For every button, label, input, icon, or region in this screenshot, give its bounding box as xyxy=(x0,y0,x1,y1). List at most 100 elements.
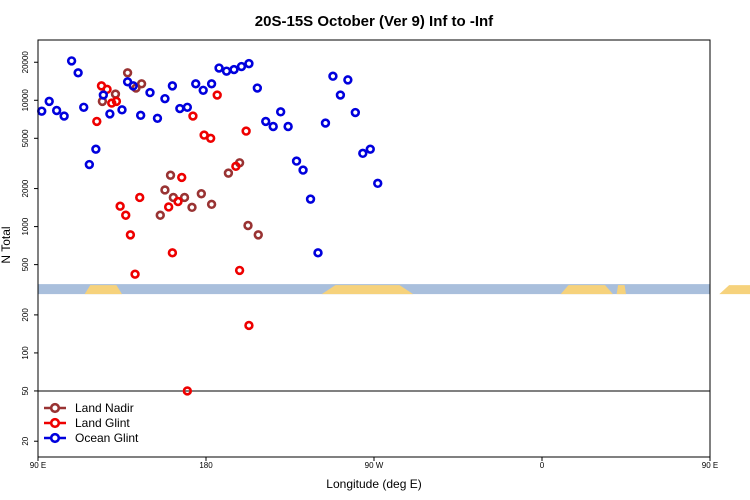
land-segment xyxy=(616,285,626,295)
data-point xyxy=(152,113,163,123)
data-point xyxy=(365,144,375,154)
y-tick-label: 2000 xyxy=(21,179,30,197)
data-points xyxy=(37,56,383,396)
data-point xyxy=(236,61,247,72)
land-segment xyxy=(321,285,414,295)
data-point xyxy=(125,230,136,240)
data-point xyxy=(182,102,193,112)
series-land-nadir xyxy=(97,68,263,240)
x-tick-label: 90 E xyxy=(702,461,718,470)
data-point xyxy=(84,159,95,170)
y-tick-label: 20 xyxy=(21,436,30,445)
data-point xyxy=(373,178,383,189)
land-segment xyxy=(719,285,750,295)
data-point xyxy=(177,172,187,183)
y-tick-label: 10000 xyxy=(21,89,30,112)
y-tick-label: 50 xyxy=(21,386,30,395)
data-point xyxy=(155,210,165,220)
data-point xyxy=(110,89,121,99)
plot-frame xyxy=(37,39,711,458)
data-point xyxy=(105,109,115,119)
data-point xyxy=(135,110,146,121)
data-point xyxy=(145,87,155,98)
data-point xyxy=(283,121,293,132)
data-point xyxy=(115,201,125,211)
land-segment xyxy=(84,285,122,295)
data-point xyxy=(244,58,254,69)
data-point xyxy=(244,320,254,331)
data-point xyxy=(175,103,185,114)
data-point xyxy=(92,116,102,127)
data-point xyxy=(117,105,127,115)
data-point xyxy=(243,220,253,231)
data-point xyxy=(51,105,62,116)
data-point xyxy=(173,196,183,207)
data-point xyxy=(182,386,193,396)
data-point xyxy=(268,121,278,132)
data-point xyxy=(313,248,323,258)
land-segment xyxy=(560,285,613,295)
y-tick-label: 20000 xyxy=(21,51,30,74)
data-point xyxy=(107,98,117,108)
data-point xyxy=(111,96,122,107)
x-axis-label: Longitude (deg E) xyxy=(326,477,421,491)
data-point xyxy=(231,161,241,172)
data-point xyxy=(79,102,89,112)
data-point xyxy=(343,75,353,85)
y-tick-label: 200 xyxy=(21,308,30,322)
data-point xyxy=(241,126,251,136)
data-point xyxy=(298,165,308,175)
data-point xyxy=(122,68,133,78)
data-point xyxy=(328,71,338,81)
data-point xyxy=(320,118,331,128)
y-tick-label: 5000 xyxy=(21,129,30,147)
data-point xyxy=(253,230,263,240)
data-point xyxy=(291,156,302,166)
data-point xyxy=(66,56,77,66)
data-point xyxy=(234,265,245,276)
data-point xyxy=(335,90,346,100)
data-point xyxy=(206,79,217,89)
legend-label: Land Nadir xyxy=(75,401,134,415)
data-point xyxy=(187,202,197,213)
chart-title: 20S-15S October (Ver 9) Inf to -Inf xyxy=(255,13,494,30)
data-point xyxy=(196,189,207,199)
data-point xyxy=(163,202,174,212)
data-point xyxy=(221,66,232,76)
data-point xyxy=(136,79,147,89)
data-point xyxy=(275,107,286,117)
legend-marker xyxy=(49,417,61,429)
data-point xyxy=(128,81,138,91)
land-ocean-mask xyxy=(38,284,750,295)
data-point xyxy=(130,269,140,279)
legend-label: Land Glint xyxy=(75,416,130,430)
data-point xyxy=(44,96,54,107)
y-tick-label: 1000 xyxy=(21,217,30,235)
data-point xyxy=(121,210,131,220)
data-point xyxy=(135,192,145,203)
data-point xyxy=(305,194,316,204)
y-tick-label: 100 xyxy=(21,346,30,360)
series-land-glint xyxy=(92,81,254,396)
data-point xyxy=(261,116,271,127)
data-point xyxy=(206,199,217,210)
y-axis-ticks: 20 50 100 200 500 1000 2000 5000 10000 20000 xyxy=(21,51,38,446)
data-point xyxy=(165,170,176,180)
data-point xyxy=(59,111,69,121)
data-point xyxy=(358,148,368,159)
data-point xyxy=(229,64,239,75)
data-point xyxy=(73,68,83,78)
data-point xyxy=(350,107,361,118)
x-tick-label: 90 E xyxy=(30,461,46,470)
data-point xyxy=(160,93,170,104)
legend-label: Ocean Glint xyxy=(75,431,139,445)
data-point xyxy=(37,106,47,116)
data-point xyxy=(91,144,101,154)
data-point xyxy=(214,63,224,73)
data-point xyxy=(167,248,178,258)
data-point xyxy=(223,168,234,178)
data-point xyxy=(191,79,201,89)
legend-marker xyxy=(49,402,61,414)
